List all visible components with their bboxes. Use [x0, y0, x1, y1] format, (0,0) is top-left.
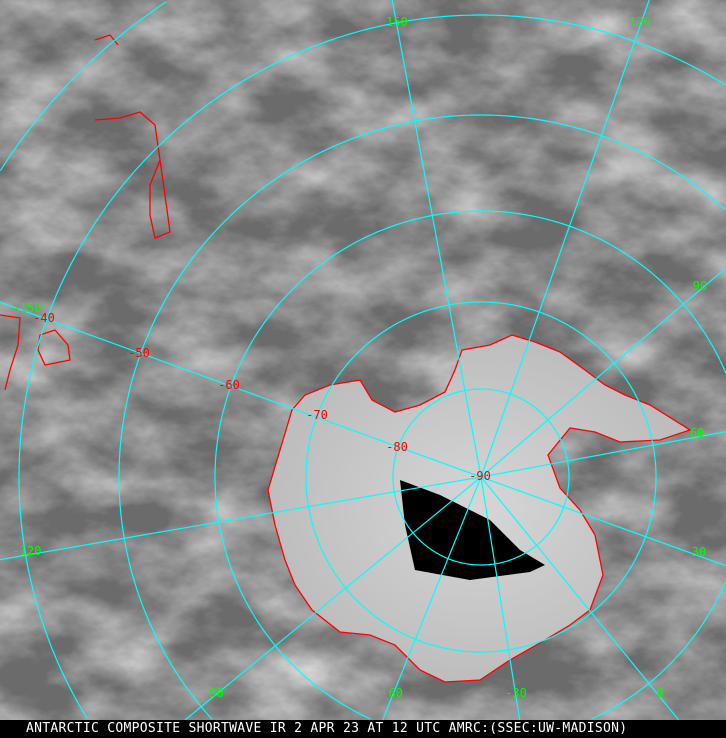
new-zealand-coastline: [94, 34, 171, 239]
latitude-circle: [118, 114, 726, 720]
image-caption: ANTARCTIC COMPOSITE SHORTWAVE IR 2 APR 2…: [0, 720, 726, 738]
grid-labels: 150 120 90 60 30 0 -30 -60 -90 -120 -150-40 -50 -60 -…: [13, 15, 708, 700]
meridian-line: [480, 476, 726, 567]
meridian-line: [480, 267, 726, 478]
latitude-circle: [18, 14, 726, 719]
longitude-label: 150: [386, 15, 408, 29]
latitude-circle: [392, 388, 570, 566]
meridian-line: [480, 476, 680, 720]
meridian-line: [480, 0, 650, 478]
longitude-label: -90: [202, 686, 224, 700]
data-gap-wedge: [400, 480, 545, 580]
latitude-label: -60: [218, 378, 240, 392]
longitude-label: 90: [693, 279, 707, 293]
longitude-label: -60: [381, 686, 403, 700]
caption-text: ANTARCTIC COMPOSITE SHORTWAVE IR 2 APR 2…: [26, 721, 628, 736]
meridian-line: [382, 476, 482, 720]
meridian-line: [0, 476, 482, 561]
latitude-label: -50: [128, 346, 150, 360]
longitude-label: 60: [690, 426, 704, 440]
longitude-label: -30: [505, 686, 527, 700]
latitude-label: -90: [469, 469, 491, 483]
longitude-label: -120: [13, 544, 42, 558]
latitude-label: -40: [33, 311, 55, 325]
meridian-line: [480, 431, 726, 478]
antarctica-landmass: [267, 334, 692, 683]
meridian-line: [391, 0, 482, 478]
longitude-label: 120: [629, 15, 651, 29]
map-canvas: 150 120 90 60 30 0 -30 -60 -90 -120 -150-40 -50 -60 -…: [0, 0, 726, 720]
latitude-circle: [0, 1, 167, 172]
longitude-label: 0: [656, 686, 663, 700]
longitude-label: 30: [692, 545, 706, 559]
australia-coastline: [0, 314, 71, 391]
longitude-label: -150: [13, 301, 42, 315]
meridian-line: [480, 476, 521, 720]
meridian-line: [0, 301, 482, 478]
latitude-label: -70: [306, 408, 328, 422]
latitude-circle: [305, 301, 657, 653]
latitude-label: -80: [386, 440, 408, 454]
graticule: [0, 0, 726, 720]
latitude-circle: [214, 210, 726, 720]
meridian-line: [184, 476, 482, 720]
